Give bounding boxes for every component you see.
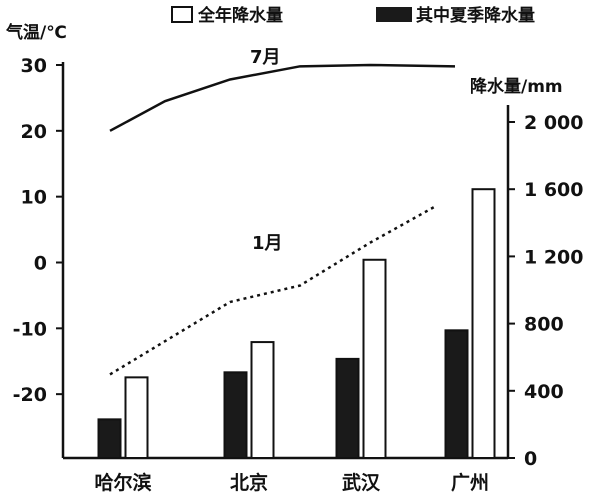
right-tick-label: 1 600 [524, 179, 584, 201]
left-tick-label: -20 [13, 384, 47, 406]
left-axis-ticks: 30 20 10 0 -10 -20 [13, 55, 63, 406]
left-axis-title: 气温/℃ [5, 22, 67, 43]
temperature-lines: 7月 1月 [109, 47, 456, 376]
january-line-label: 1月 [252, 233, 283, 254]
annual-precip-bar [124, 376, 149, 459]
bars [97, 188, 496, 460]
summer-precip-bar [335, 357, 360, 460]
category-label: 广州 [451, 471, 489, 494]
left-tick-label: 10 [21, 187, 47, 209]
right-tick-label: 1 200 [524, 246, 584, 268]
category-label: 哈尔滨 [94, 471, 151, 494]
annual-precip-bar [250, 341, 275, 459]
category-label: 武汉 [342, 472, 381, 494]
left-tick-label: 30 [21, 55, 47, 77]
july-line-label: 7月 [250, 47, 281, 68]
summer-precip-bar [223, 371, 248, 460]
summer-precip-bar [97, 418, 122, 459]
right-axis-title: 降水量/mm [470, 76, 563, 97]
july-temperature-line [109, 63, 456, 132]
legend-annual-swatch [171, 6, 193, 23]
right-tick-label: 800 [524, 314, 564, 336]
legend: 全年降水量 其中夏季降水量 [171, 5, 535, 26]
legend-summer-label: 其中夏季降水量 [416, 5, 535, 26]
right-axis-ticks: 2 000 1 600 1 200 800 400 0 [508, 112, 584, 470]
left-tick-label: -10 [13, 318, 47, 340]
annual-precip-bar [471, 188, 496, 459]
legend-summer-swatch [376, 7, 412, 22]
left-tick-label: 0 [34, 252, 47, 274]
january-temperature-line [109, 205, 436, 376]
right-tick-label: 2 000 [524, 112, 584, 134]
right-tick-label: 400 [524, 381, 564, 403]
annual-precip-bar [362, 258, 387, 460]
right-tick-label: 0 [524, 448, 537, 470]
category-label: 北京 [230, 471, 268, 494]
left-tick-label: 20 [21, 121, 47, 143]
category-labels: 哈尔滨 北京 武汉 广州 [94, 471, 489, 494]
legend-annual-label: 全年降水量 [197, 5, 283, 26]
summer-precip-bar [444, 329, 469, 460]
